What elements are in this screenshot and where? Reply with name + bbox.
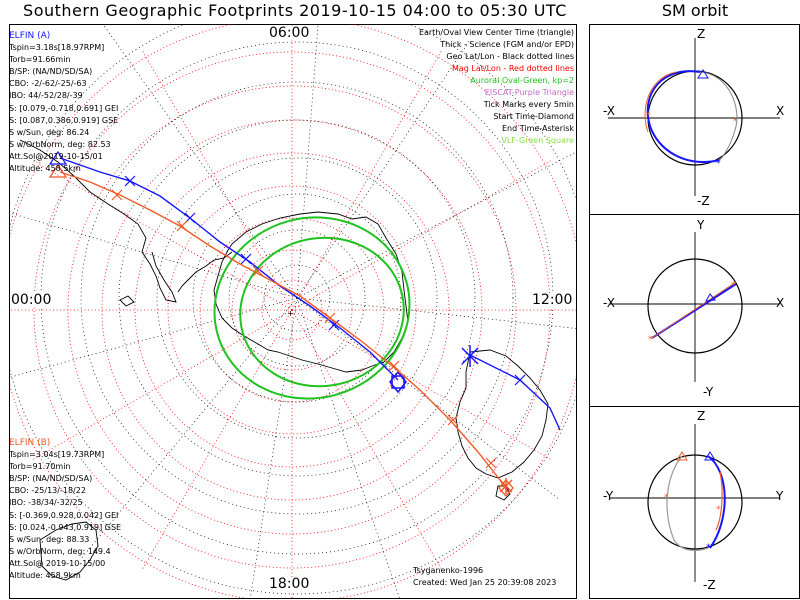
svg-text:*: * [664,493,669,503]
orbit-panel-yz-frame [589,406,800,599]
elfin-b-ticks [111,189,497,469]
elfin-b-line: Altitude: 458.9km [9,571,81,581]
elfin-a-line: IBO: 44/-52/28/-39 [9,91,83,101]
auroral-oval-inner [239,236,405,388]
svg-text:*: * [731,281,736,291]
elfin-a-line: Torb=91.66min [9,55,71,65]
orbit-panel-yz: * * * [610,424,780,582]
elfin-a-name: ELFIN (A) [9,31,51,41]
elfin-a-track [59,157,561,431]
elfin-b-line: S w/Sun, deg: 88.33 [9,534,90,544]
antarctic-peninsula [177,251,233,293]
mag-lon-lines [10,24,576,598]
elfin-b-line: B/SP: (NA/ND/SD/SA) [9,474,93,484]
panel3-left-label: -Y [603,489,614,503]
legend-item: Geo Lat/Lon - Black dotted lines [446,52,574,61]
map-frame [9,24,577,599]
legend-item: EISCAT-Purple Triangle [484,88,574,97]
elfin-b-start-triangle [48,163,68,178]
elfin-b-line: Tspin=3.04s[19.73RPM] [9,450,105,460]
elfin-b-name: ELFIN (B) [9,438,51,448]
elfin-a-line: S: [0.079,-0.718,0.691] GEI [9,103,119,113]
hour-label-right: 12:00 [531,292,574,308]
svg-text:*: * [646,111,651,121]
elfin-a-start-diamond [389,370,407,394]
svg-text:*: * [716,505,721,515]
panel2-right-label: X [776,296,785,310]
panel2-left-label: -X [603,296,615,310]
orbit-panel-xz-frame [589,24,800,215]
orbit-title: SM orbit [661,1,729,20]
panel1-bottom-label: -Z [697,194,710,208]
elfin-a-line: CBO: -2/-62/-25/-63 [9,79,87,89]
elfin-a-line: Altitude: 458.5km [9,164,81,174]
elfin-b-track [59,171,509,493]
panel2-bottom-label: -Y [703,385,714,399]
africa-coastline [39,521,99,581]
hour-label-bottom: 18:00 [268,576,311,592]
legend-item: VLF-Green Square [501,136,574,145]
elfin-a-line: B/SP: (NA/ND/SD/SA) [9,67,93,77]
geo-lon-lines [10,24,576,598]
panel2-top-label: Y [697,218,705,232]
elfin-a-info: ELFIN (A) Tspin=3.18s[18.97RPM] Torb=91.… [9,30,118,175]
svg-text:*: * [733,117,738,127]
legend-item: Auroral Oval-Green, kp=2 [470,76,574,85]
elfin-a-line: Att.Sol@2019-10-15/01 [9,151,103,161]
credit-block: Tsyganenko-1996 Created: Wed Jan 25 20:3… [413,565,556,589]
falkland-islands [119,295,135,307]
orbit-panel-xy: * * [610,232,780,382]
created-timestamp: Created: Wed Jan 25 20:39:08 2023 [413,578,557,587]
model-credit: Tsyganenko-1996 [413,566,484,575]
legend-item: End Time-Asterisk [501,124,574,133]
australia-coastline [455,349,549,479]
elfin-a-line: Tspin=3.18s[18.97RPM] [9,43,105,53]
elfin-b-line: IBO: -38/34/-32/25 [9,498,83,508]
elfin-a-vlf-square [391,375,405,389]
auroral-oval-outer [213,216,411,400]
panel3-top-label: Z [697,409,706,423]
elfin-b-line: S w/OrbNorm, deg: 149.4 [9,546,111,556]
hour-label-left: 00:00 [10,292,53,308]
panel3-right-label: Y [776,489,784,503]
elfin-b-line: Torb=91.70min [9,462,71,472]
elfin-a-end-asterisk [461,345,479,367]
legend-item: Earth/Oval View Center Time (triangle) [418,28,574,37]
hour-label-top: 06:00 [268,25,311,41]
orbit-panel-xz: * * * [608,38,780,196]
plot-title: Southern Geographic Footprints 2019-10-1… [23,1,567,20]
elfin-a-line: S: [0.087,0.386,0.919] GSE [9,115,119,125]
center-marker: + [287,309,294,318]
elfin-b-diamond [498,479,514,497]
legend-item: Start Time-Diamond [493,112,574,121]
elfin-b-line: S: [-0.369,0.928,0.042] GEI [9,510,119,520]
elfin-b-info: ELFIN (B) Tspin=3.04s[19.73RPM] Torb=91.… [9,437,121,582]
legend-item: Thick - Science (FGM and/or EPD) [440,40,574,49]
elfin-b-line: Att.Sol@ 2019-10-15/00 [9,558,106,568]
legend-item: Mag Lat/Lon - Red dotted lines [451,64,574,73]
elfin-a-line: S w/Sun, deg: 86.24 [9,127,90,137]
panel1-top-label: Z [697,27,706,41]
panel3-bottom-label: -Z [703,578,716,592]
panel1-left-label: -X [603,104,615,118]
panel1-right-label: X [776,104,785,118]
elfin-a-line: S w/OrbNorm, deg: 82.53 [9,139,111,149]
svg-text:*: * [648,335,653,345]
elfin-b-line: S: [0.024,-0.943,0.919] GSE [9,522,122,532]
svg-text:*: * [716,159,721,169]
svg-text:*: * [706,543,711,553]
elfin-b-line: CBO: -25/13/-18/22 [9,486,86,496]
legend: Earth/Oval View Center Time (triangle) T… [419,27,574,147]
legend-item: Tick Marks every 5min [483,100,574,109]
